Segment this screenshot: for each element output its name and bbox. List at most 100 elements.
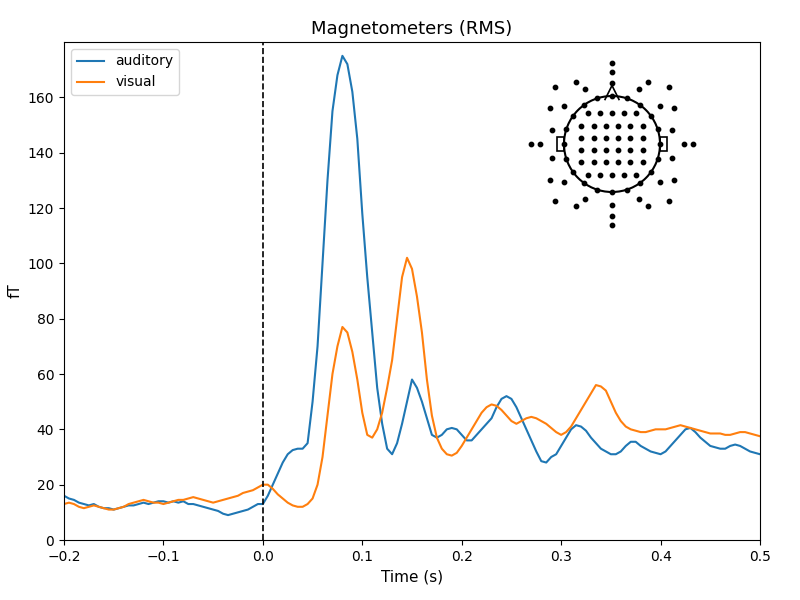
Point [579,194,592,204]
Point [667,103,680,113]
Point [570,201,582,211]
auditory [676,431,686,439]
Point [578,100,590,110]
visual [104,506,114,513]
Point [612,121,625,130]
auditory [338,52,347,59]
X-axis label: Time (s): Time (s) [381,569,443,584]
Point [642,77,654,87]
Point [663,82,676,91]
Point [590,94,603,103]
Point [632,84,645,94]
visual [676,422,686,429]
Point [599,121,612,130]
Point [546,153,559,163]
Point [642,201,654,211]
Point [636,121,649,130]
Legend: auditory, visual: auditory, visual [71,49,179,95]
Point [665,125,678,135]
Point [606,68,618,77]
Point [581,170,594,179]
Point [624,133,637,143]
Point [654,101,666,111]
Point [630,170,643,179]
Point [618,170,630,179]
Point [575,121,588,130]
Point [548,197,561,206]
Point [654,177,666,187]
auditory [755,451,765,458]
Point [612,158,625,167]
Point [612,145,625,155]
auditory [59,492,69,499]
visual [661,426,670,433]
Point [566,111,579,121]
visual [293,503,302,511]
Point [645,167,658,177]
Point [558,177,570,187]
auditory [99,505,109,512]
Point [686,139,699,149]
Point [575,145,588,155]
Point [624,121,637,130]
Point [606,211,618,220]
Point [606,170,618,179]
Point [587,133,600,143]
visual [59,500,69,508]
Point [630,109,643,118]
Point [587,121,600,130]
Point [636,158,649,167]
Point [590,185,603,194]
Point [558,101,570,111]
Point [663,197,676,206]
Point [665,153,678,163]
Point [548,82,561,91]
Point [677,139,690,149]
Point [606,187,618,197]
Point [599,158,612,167]
auditory [64,495,74,502]
Point [634,178,646,188]
auditory [293,445,302,452]
Line: auditory: auditory [64,56,760,515]
Point [621,185,634,194]
visual [402,254,412,262]
Point [544,103,557,113]
Point [645,111,658,121]
Point [587,158,600,167]
Y-axis label: fT: fT [7,284,22,298]
Point [558,139,570,149]
Point [654,139,666,149]
Point [621,94,634,103]
Point [606,78,618,88]
Point [594,109,606,118]
Bar [660,137,667,151]
Point [606,58,618,68]
Bar [557,137,564,151]
Point [599,133,612,143]
visual [99,505,109,512]
visual [64,499,74,506]
Point [599,145,612,155]
Point [606,200,618,210]
Point [546,125,559,135]
Point [606,91,618,101]
Title: Magnetometers (RMS): Magnetometers (RMS) [311,20,513,38]
Point [579,84,592,94]
Point [581,109,594,118]
Point [632,194,645,204]
Point [667,175,680,185]
Point [570,77,582,87]
Point [575,133,588,143]
Point [634,100,646,110]
Point [624,158,637,167]
auditory [223,511,233,518]
Point [544,175,557,185]
Point [560,124,573,134]
auditory [661,448,670,455]
visual [730,430,740,437]
auditory [730,441,740,448]
Point [606,109,618,118]
Point [636,133,649,143]
Point [575,158,588,167]
